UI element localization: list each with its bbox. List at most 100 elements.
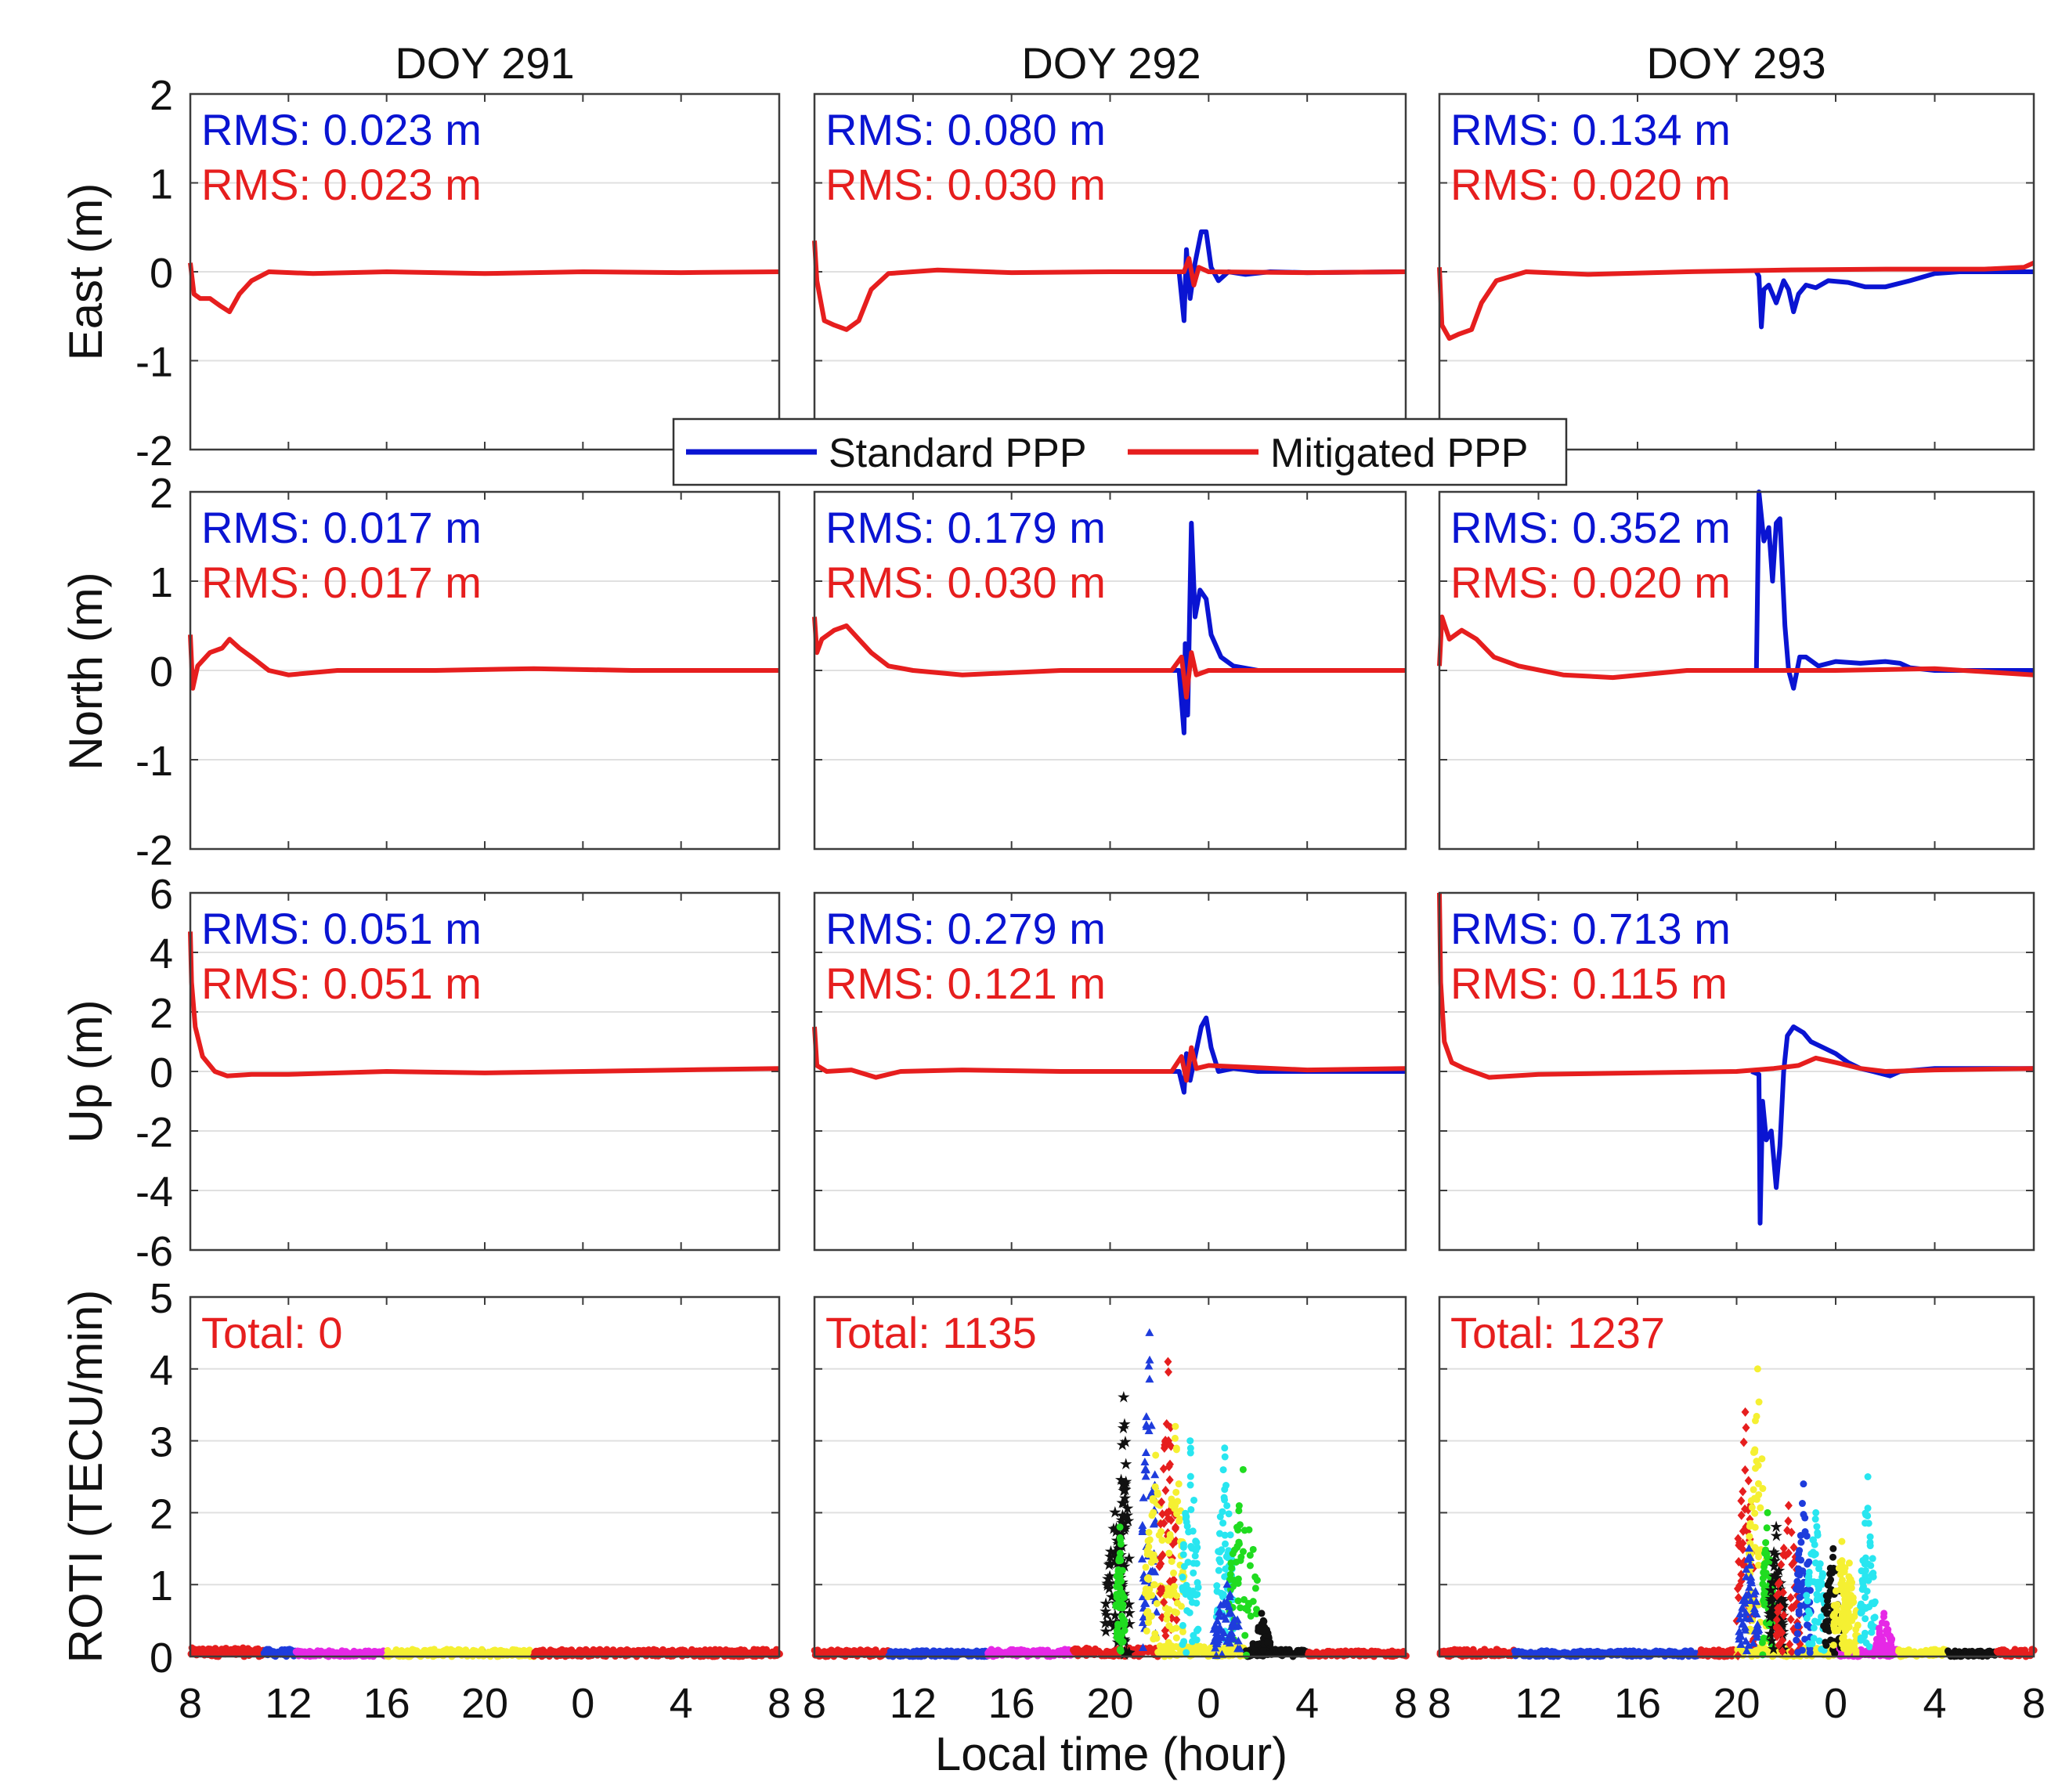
roti-marker: ★ <box>1103 1548 1118 1566</box>
roti-marker <box>1265 1649 1273 1657</box>
roti-marker <box>1841 1599 1849 1606</box>
roti-marker <box>1741 1504 1750 1514</box>
ytick-label: -2 <box>135 1109 173 1156</box>
roti-marker <box>1222 1540 1230 1548</box>
ytick-label: 2 <box>150 1490 173 1537</box>
ytick-label: -1 <box>135 339 173 386</box>
roti-marker <box>1184 1559 1192 1566</box>
xtick-label: 20 <box>1086 1680 1133 1727</box>
roti-marker <box>1739 1526 1747 1537</box>
roti-marker <box>1145 1375 1154 1383</box>
roti-marker <box>1787 1602 1796 1613</box>
roti-marker <box>1749 1638 1758 1647</box>
roti-marker <box>1843 1581 1851 1589</box>
roti-marker <box>1772 1615 1781 1625</box>
axes-frame <box>813 891 1407 1252</box>
roti-marker <box>1168 1558 1175 1566</box>
roti-marker <box>1234 1597 1242 1605</box>
roti-marker <box>211 1645 219 1653</box>
roti-marker <box>1800 1511 1807 1519</box>
ytick-label: -1 <box>135 738 173 785</box>
rms-standard-label: RMS: 0.051 m <box>201 904 482 953</box>
ytick-label: -2 <box>135 428 173 475</box>
roti-marker <box>1794 1570 1802 1578</box>
roti-marker <box>1226 1576 1233 1584</box>
series-mitigated-ppp <box>1437 614 2035 681</box>
rms-mitigated-label: RMS: 0.017 m <box>201 558 482 607</box>
roti-marker: ★ <box>1115 1495 1129 1512</box>
roti-marker <box>1811 1559 1819 1567</box>
roti-marker <box>1150 1635 1157 1643</box>
roti-marker <box>1142 1563 1150 1571</box>
roti-marker <box>1144 1426 1154 1435</box>
roti-marker <box>1183 1581 1190 1589</box>
roti-marker <box>1870 1614 1878 1622</box>
roti-marker <box>1171 1434 1179 1442</box>
roti-marker <box>1862 1615 1869 1623</box>
roti-marker <box>1741 1465 1750 1475</box>
roti-marker <box>1819 1570 1827 1578</box>
xlabel: Local time (hour) <box>935 1728 1287 1780</box>
roti-marker <box>1845 1559 1853 1567</box>
roti-marker <box>1168 1625 1176 1633</box>
roti-marker <box>1797 1532 1804 1540</box>
roti-marker <box>1152 1451 1160 1459</box>
roti-marker <box>1259 1617 1267 1624</box>
roti-marker: ★ <box>1763 1625 1777 1642</box>
ytick-label: 0 <box>150 250 173 297</box>
roti-marker <box>1215 1530 1223 1537</box>
roti-marker <box>1865 1643 1873 1651</box>
roti-marker <box>1745 1583 1754 1591</box>
roti-marker <box>1779 1610 1788 1620</box>
column-title-doy291: DOY 291 <box>395 38 574 88</box>
roti-marker <box>1804 1621 1811 1629</box>
roti-marker <box>1172 1444 1180 1452</box>
roti-marker <box>1241 1631 1249 1639</box>
roti-marker <box>1140 1465 1150 1473</box>
ytick-label: 1 <box>150 1563 173 1610</box>
rms-standard-label: RMS: 0.134 m <box>1450 105 1731 154</box>
rms-standard-label: RMS: 0.179 m <box>825 503 1106 552</box>
roti-marker <box>1119 1638 1127 1646</box>
roti-marker <box>1795 1555 1803 1563</box>
roti-marker <box>1219 1628 1229 1637</box>
roti-marker <box>1808 1640 1816 1648</box>
roti-marker: ★ <box>1100 1607 1114 1624</box>
rms-mitigated-label: RMS: 0.030 m <box>825 558 1106 607</box>
roti-marker: ★ <box>1117 1495 1131 1512</box>
ylabel-north: North (m) <box>60 572 112 770</box>
rms-mitigated-label: RMS: 0.121 m <box>825 959 1106 1008</box>
roti-marker: ★ <box>1108 1607 1122 1624</box>
roti-marker <box>1186 1449 1194 1457</box>
roti-marker <box>1149 1497 1157 1505</box>
roti-marker <box>1246 1562 1254 1570</box>
rms-mitigated-label: RMS: 0.023 m <box>201 160 482 209</box>
roti-marker <box>1160 1518 1168 1528</box>
roti-marker <box>1887 1642 1894 1649</box>
axes-frame <box>189 1295 781 1658</box>
ytick-label: 1 <box>150 161 173 208</box>
ytick-label: 5 <box>150 1275 173 1322</box>
roti-total-label: Total: 1135 <box>825 1308 1037 1357</box>
roti-marker <box>1793 1630 1801 1638</box>
roti-marker: ★ <box>1103 1568 1117 1585</box>
roti-marker <box>1858 1567 1865 1575</box>
roti-marker <box>1221 1573 1229 1581</box>
roti-marker <box>1775 1577 1784 1588</box>
roti-marker: ★ <box>1100 1577 1114 1595</box>
roti-marker: ★ <box>1762 1606 1776 1623</box>
roti-marker: ★ <box>1765 1575 1779 1592</box>
rms-standard-label: RMS: 0.080 m <box>825 105 1106 154</box>
roti-marker <box>1760 1572 1768 1580</box>
roti-marker <box>1861 1629 1869 1637</box>
roti-marker <box>1227 1559 1235 1567</box>
roti-marker <box>1742 1565 1751 1573</box>
xtick-label: 4 <box>1295 1680 1319 1727</box>
roti-marker <box>1221 1600 1230 1609</box>
roti-marker <box>1813 1596 1821 1604</box>
roti-marker <box>1779 1543 1788 1553</box>
roti-marker <box>1804 1597 1811 1605</box>
roti-marker <box>1223 1501 1231 1509</box>
roti-marker <box>1764 1508 1771 1516</box>
